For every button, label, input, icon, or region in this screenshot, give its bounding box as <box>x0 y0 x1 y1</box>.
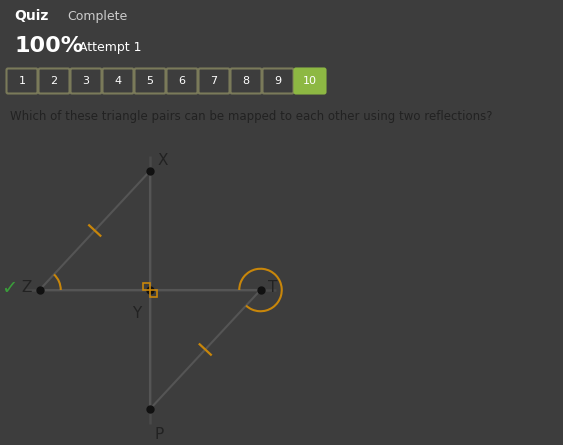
Text: ✓: ✓ <box>1 279 17 298</box>
Text: 3: 3 <box>83 76 90 86</box>
Text: Y: Y <box>132 306 141 321</box>
Text: P: P <box>155 427 164 442</box>
Text: 1: 1 <box>19 76 25 86</box>
Text: Complete: Complete <box>68 10 128 23</box>
Text: T: T <box>269 280 278 295</box>
Text: 8: 8 <box>243 76 249 86</box>
Text: X: X <box>158 153 168 168</box>
Text: Z: Z <box>21 280 32 295</box>
Text: 100%: 100% <box>14 36 83 56</box>
Text: Attempt 1: Attempt 1 <box>79 41 141 54</box>
Text: 6: 6 <box>178 76 185 86</box>
Text: 4: 4 <box>114 76 122 86</box>
Text: 9: 9 <box>274 76 282 86</box>
Text: 10: 10 <box>303 76 317 86</box>
Bar <box>150 290 157 297</box>
Bar <box>143 283 150 290</box>
Text: 7: 7 <box>211 76 217 86</box>
Text: 2: 2 <box>51 76 57 86</box>
Text: Which of these triangle pairs can be mapped to each other using two reflections?: Which of these triangle pairs can be map… <box>10 110 493 123</box>
FancyBboxPatch shape <box>294 69 325 93</box>
Text: Quiz: Quiz <box>14 9 48 23</box>
Text: 5: 5 <box>146 76 154 86</box>
